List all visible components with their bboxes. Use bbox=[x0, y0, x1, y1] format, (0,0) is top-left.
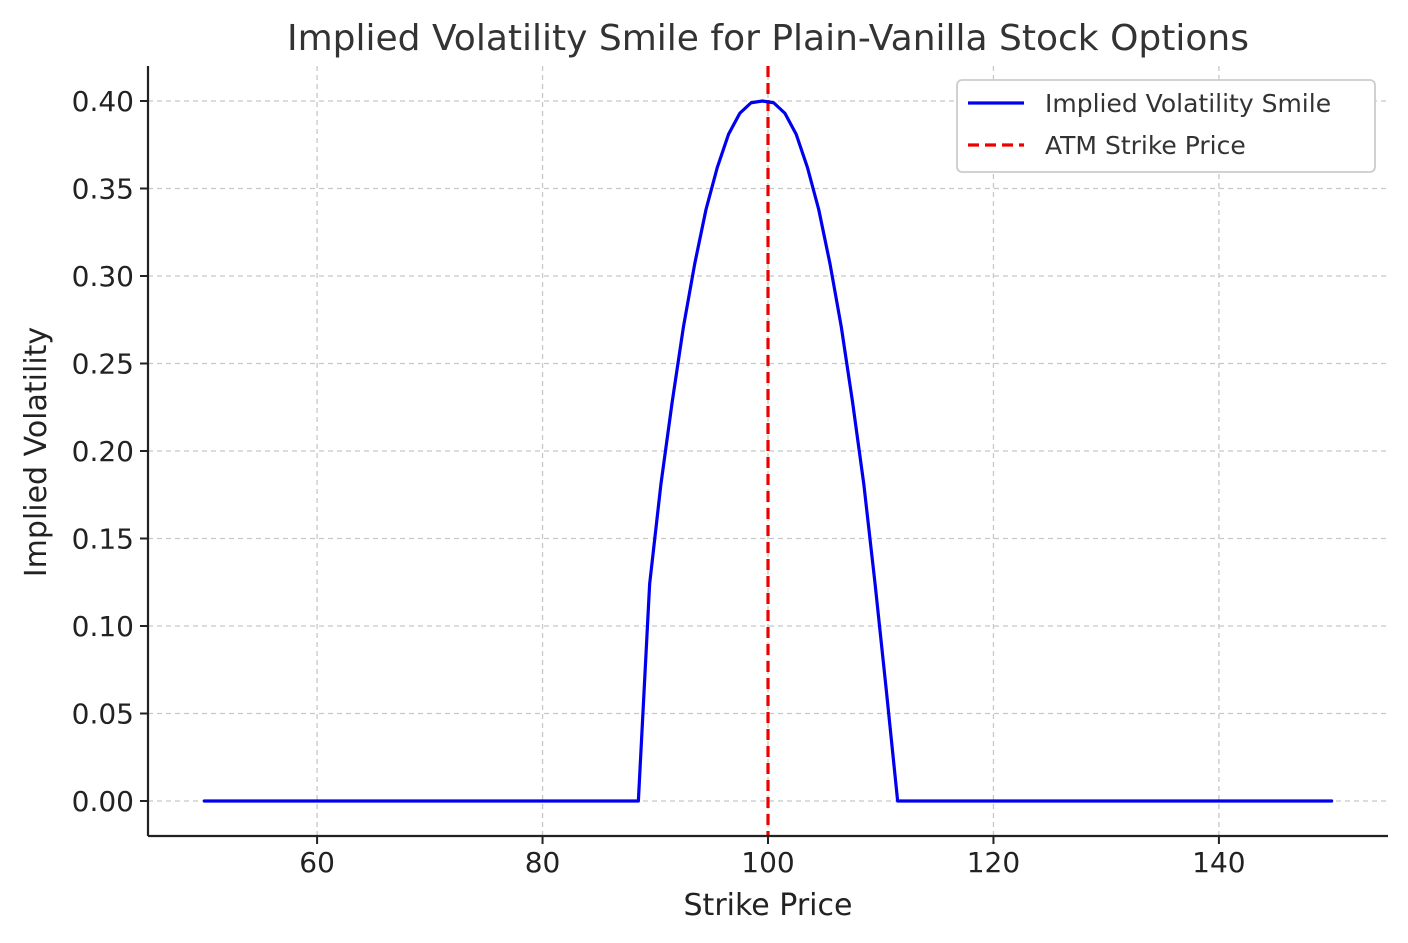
x-tick-label: 140 bbox=[1192, 846, 1245, 879]
legend-label-atm: ATM Strike Price bbox=[1045, 131, 1246, 160]
implied-volatility-smile-line bbox=[202, 99, 1334, 803]
legend-box bbox=[956, 79, 1376, 173]
y-tick-label: 0.05 bbox=[72, 698, 134, 731]
y-axis-label: Implied Volatility bbox=[19, 327, 54, 577]
y-tick-label: 0.25 bbox=[72, 348, 134, 381]
x-tick-label: 80 bbox=[525, 846, 561, 879]
chart-title: Implied Volatility Smile for Plain-Vanil… bbox=[287, 18, 1249, 59]
legend-label-smile: Implied Volatility Smile bbox=[1045, 89, 1331, 118]
legend: Implied Volatility Smile ATM Strike Pric… bbox=[956, 79, 1376, 173]
x-tick-label: 60 bbox=[299, 846, 335, 879]
axes bbox=[140, 66, 1388, 844]
y-tick-label: 0.00 bbox=[72, 785, 134, 818]
y-tick-label: 0.30 bbox=[72, 260, 134, 293]
x-axis-label: Strike Price bbox=[684, 888, 853, 923]
y-tick-label: 0.10 bbox=[72, 610, 134, 643]
y-tick-label: 0.15 bbox=[72, 523, 134, 556]
y-tick-label: 0.40 bbox=[72, 85, 134, 118]
y-tick-label: 0.35 bbox=[72, 173, 134, 206]
x-tick-label: 100 bbox=[741, 846, 794, 879]
series-layer bbox=[202, 99, 1334, 803]
x-tick-label: 120 bbox=[967, 846, 1020, 879]
tick-labels: 60 80 100 120 140 0.00 0.05 0.10 0.15 0.20 0.25 0.3… bbox=[72, 85, 1246, 879]
y-tick-label: 0.20 bbox=[72, 435, 134, 468]
